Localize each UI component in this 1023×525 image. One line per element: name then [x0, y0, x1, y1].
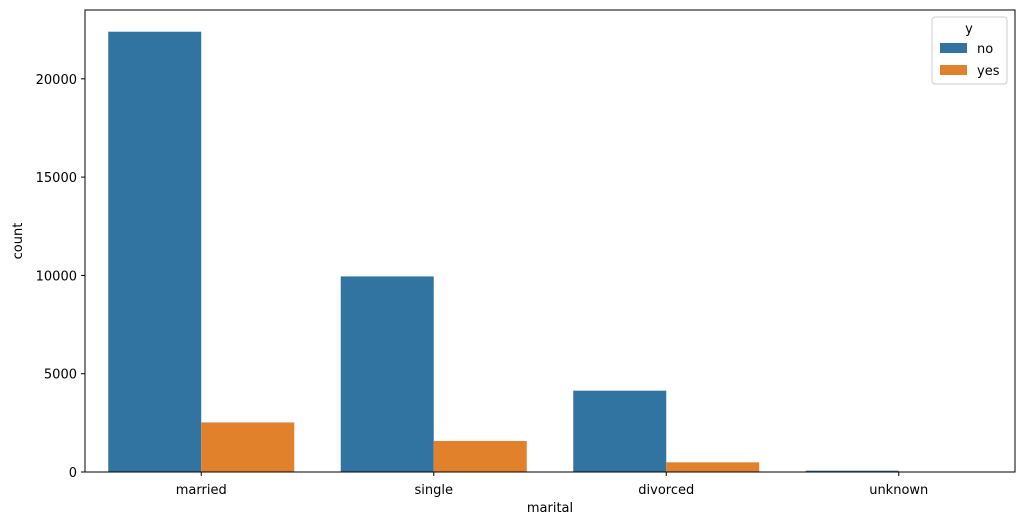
plot-frame — [84, 9, 1016, 473]
bar-divorced-yes — [666, 462, 760, 472]
legend-label-yes: yes — [977, 64, 1000, 79]
bar-married-no — [108, 31, 202, 473]
legend-swatch-no — [940, 43, 967, 53]
bar-married-yes — [201, 422, 295, 472]
bar-divorced-no — [573, 390, 667, 472]
y-axis-title: count — [11, 223, 26, 260]
legend-swatch-yes — [940, 65, 967, 75]
x-axis-title: marital — [527, 501, 573, 516]
bar-unknown-no — [805, 470, 899, 472]
x-tick-label-unknown: unknown — [869, 483, 928, 498]
x-tick-label-single: single — [415, 483, 454, 498]
bar-single-no — [340, 276, 434, 472]
legend-label-no: no — [977, 42, 993, 57]
bars-group — [108, 31, 992, 473]
legend-items: no yes — [940, 42, 1000, 79]
bar-single-yes — [433, 440, 527, 472]
x-tick-label-divorced: divorced — [638, 483, 694, 498]
y-tick-label-10000: 10000 — [36, 269, 77, 284]
y-tick-label-0: 0 — [69, 466, 77, 481]
y-axis-ticks: 0 5000 10000 15000 20000 — [36, 73, 85, 481]
y-tick-label-5000: 5000 — [44, 368, 77, 383]
y-tick-label-20000: 20000 — [36, 73, 77, 88]
x-axis-ticks: married single divorced unknown — [176, 472, 928, 498]
legend: y no yes — [931, 16, 1008, 85]
x-tick-label-married: married — [176, 483, 227, 498]
legend-title: y — [965, 22, 973, 37]
y-tick-label-15000: 15000 — [36, 171, 77, 186]
